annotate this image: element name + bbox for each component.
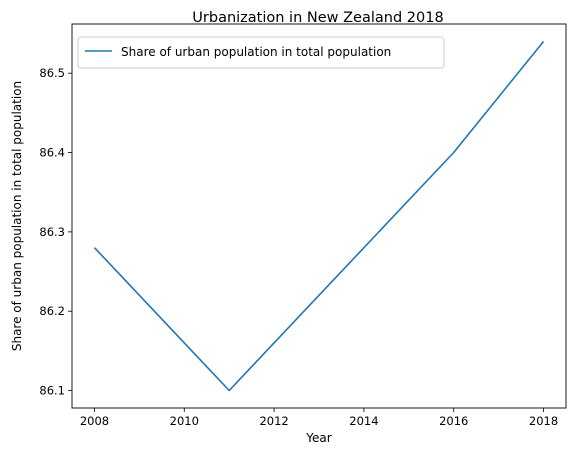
series-line bbox=[93, 40, 545, 392]
y-tick-label: 86.3 bbox=[39, 225, 65, 239]
plot-frame bbox=[71, 23, 567, 409]
chart-title: Urbanization in New Zealand 2018 bbox=[192, 10, 443, 26]
x-tick-label: 2018 bbox=[529, 414, 558, 428]
y-axis-ticks: 86.1 86.2 86.3 86.4 86.5 bbox=[39, 66, 72, 398]
y-tick-label: 86.2 bbox=[39, 304, 65, 318]
plot-background bbox=[72, 24, 566, 408]
x-tick-label: 2014 bbox=[349, 414, 378, 428]
x-tick-label: 2012 bbox=[259, 414, 288, 428]
x-tick-label: 2016 bbox=[439, 414, 468, 428]
legend-label: Share of urban population in total popul… bbox=[121, 45, 391, 59]
legend: Share of urban population in total popul… bbox=[77, 36, 445, 69]
x-axis-label: Year bbox=[305, 431, 331, 445]
x-tick-label: 2008 bbox=[80, 414, 109, 428]
legend-box bbox=[77, 36, 445, 69]
y-tick-label: 86.4 bbox=[39, 146, 65, 160]
x-tick-label: 2010 bbox=[170, 414, 199, 428]
y-tick-label: 86.1 bbox=[39, 384, 65, 398]
y-axis-label: Share of urban population in total popul… bbox=[10, 81, 24, 351]
plot-area: 2008 2010 2012 2014 2016 2018 86.186.286.386.… bbox=[39, 23, 567, 428]
y-tick-label: 86.5 bbox=[39, 66, 65, 80]
x-axis-ticks: 2008 2010 2012 2014 2016 2018 bbox=[80, 408, 558, 428]
series-layer bbox=[93, 40, 545, 392]
